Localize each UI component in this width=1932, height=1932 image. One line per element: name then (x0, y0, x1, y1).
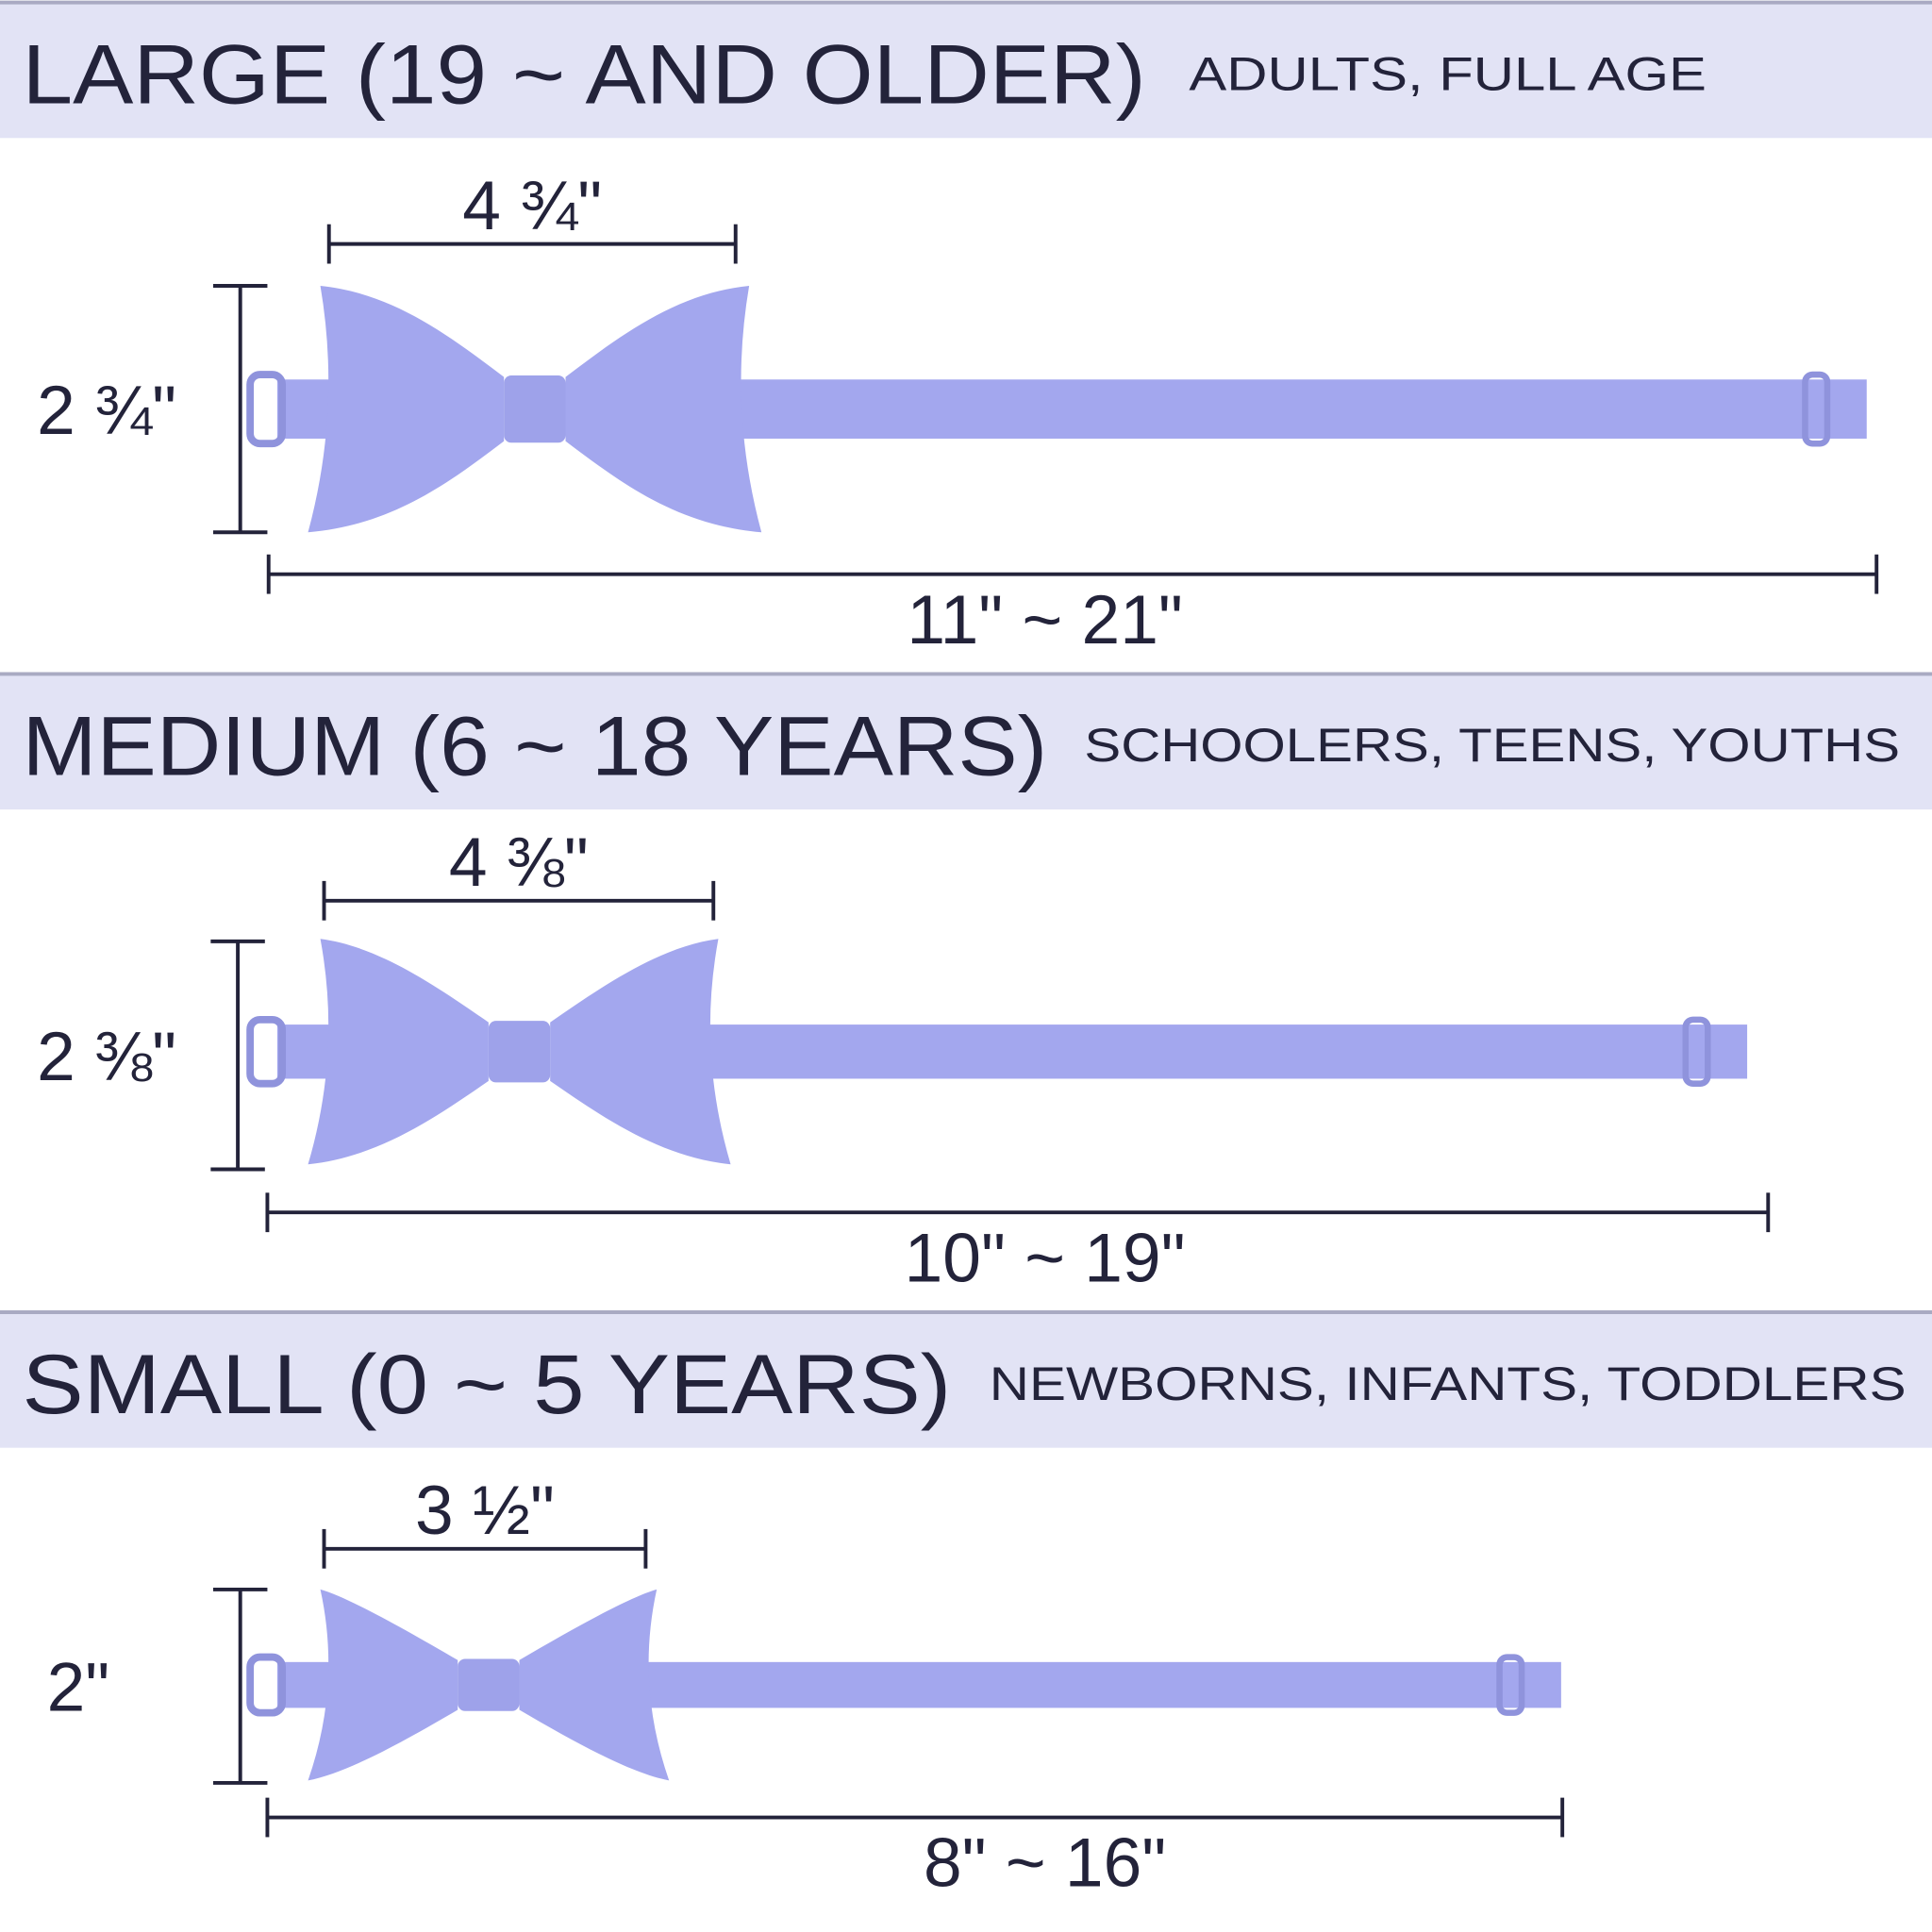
height-label: 2" (47, 1650, 110, 1726)
width-label: 4 ⅜" (449, 824, 589, 901)
header-band (0, 2, 1932, 139)
bow-knot (458, 1658, 520, 1711)
strap (638, 1661, 1561, 1708)
section-subtitle: SCHOOLERS, TEENS, YOUTHS (1084, 719, 1900, 772)
width-label: 4 ¾" (462, 168, 602, 244)
section-subtitle: ADULTS, FULL AGE (1189, 47, 1707, 100)
header-band (0, 1312, 1932, 1448)
strap (699, 1024, 1748, 1079)
hook (246, 1015, 287, 1088)
length-label: 8" ~ 16" (924, 1825, 1166, 1902)
header-band (0, 674, 1932, 810)
hook (246, 371, 287, 448)
slider (1802, 371, 1831, 447)
slider (1496, 1654, 1525, 1716)
height-label: 2 ⅜" (37, 1019, 176, 1095)
bow-wing (308, 1589, 458, 1781)
bow-wing (565, 286, 762, 533)
strap (730, 379, 1867, 439)
section-title: SMALL (0 ~ 5 YEARS) (23, 1338, 952, 1431)
bow-wing (519, 1589, 670, 1781)
length-label: 10" ~ 19" (905, 1220, 1186, 1296)
bow-knot (488, 1021, 551, 1083)
bow-wing (308, 286, 505, 533)
hook (246, 1653, 287, 1717)
slider (1682, 1016, 1711, 1087)
bow-wing (308, 939, 489, 1165)
section-title: LARGE (19 ~ AND OLDER) (23, 28, 1146, 122)
height-label: 2 ¾" (37, 373, 176, 449)
length-label: 11" ~ 21" (907, 582, 1182, 658)
bow-knot (504, 375, 566, 443)
bow-wing (550, 939, 731, 1165)
section-subtitle: NEWBORNS, INFANTS, TODDLERS (990, 1357, 1907, 1410)
section-title: MEDIUM (6 ~ 18 YEARS) (23, 700, 1048, 793)
width-label: 3 ½" (415, 1473, 555, 1549)
